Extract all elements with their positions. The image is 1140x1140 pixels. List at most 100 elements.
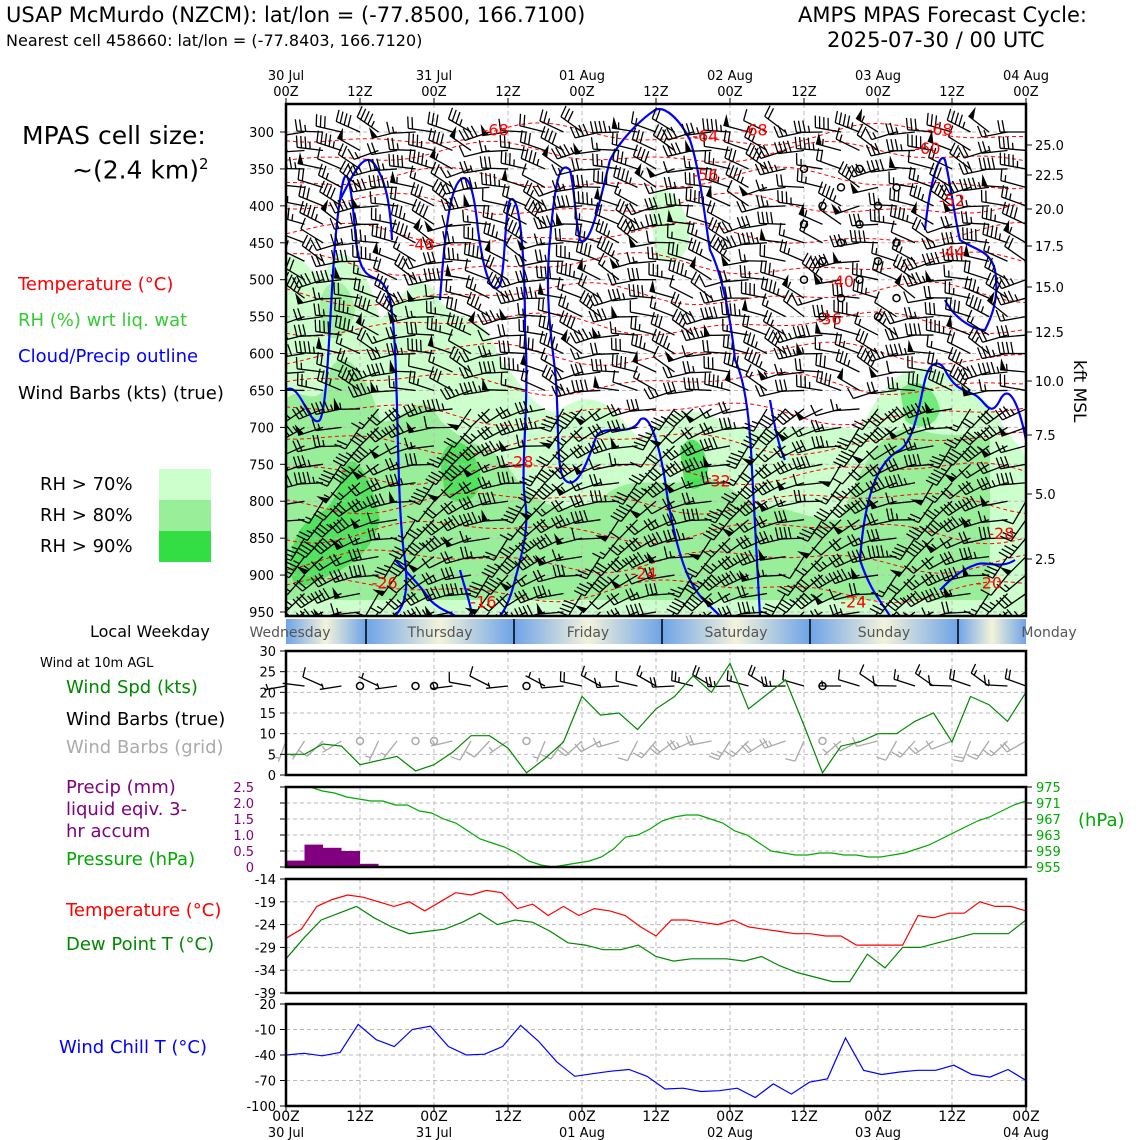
upper-air-wind-barb: [430, 161, 453, 188]
temp-tick-label: -34: [255, 964, 276, 979]
upper-air-wind-barb: [352, 244, 379, 262]
upper-air-wind-barb: [478, 140, 509, 153]
upper-air-wind-barb: [607, 272, 638, 286]
upper-air-wind-barb: [625, 217, 657, 232]
upper-air-wind-barb: [481, 556, 509, 578]
rh-legend-80: RH > 80%: [40, 505, 133, 526]
upper-air-wind-barb: [634, 162, 657, 188]
upper-air-wind-barb: [349, 212, 379, 225]
pressure-line: [286, 786, 1027, 868]
upper-air-wind-barb: [575, 556, 602, 580]
station-title: USAP McMurdo (NZCM): lat/lon = (-77.8500…: [6, 3, 586, 27]
surface-wind-barb: [914, 663, 934, 687]
temp-contour-label: -68: [742, 121, 768, 140]
upper-air-wind-barb: [384, 443, 416, 455]
upper-air-wind-barb: [350, 228, 379, 244]
upper-air-wind-barb: [644, 197, 675, 211]
upper-air-wind-barb: [316, 463, 343, 487]
weekday-label: Local Weekday: [90, 622, 210, 641]
upper-air-wind-barb: [316, 482, 343, 504]
upper-air-wind-barb: [446, 312, 472, 336]
upper-air-wind-barb: [539, 408, 565, 433]
upper-air-wind-barb: [577, 257, 601, 281]
temp-contour-label: -68: [927, 120, 953, 139]
upper-air-wind-barb: [286, 372, 287, 373]
surface-wind-barb-grid: [488, 740, 509, 754]
surface-wind-barb-grid: [785, 740, 805, 762]
nearest-cell-subtitle: Nearest cell 458660: lat/lon = (-77.8403…: [6, 31, 423, 50]
upper-air-wind-barb: [316, 368, 342, 392]
upper-air-wind-barb: [646, 166, 675, 179]
windchill-tick-label: 20: [259, 998, 276, 1013]
upper-air-wind-barb: [588, 473, 620, 487]
temp-contour-label: -40: [828, 272, 854, 291]
pressure-tick-label: 800: [249, 495, 274, 510]
upper-air-wind-barb: [999, 374, 1026, 392]
upper-air-wind-barb: [347, 482, 379, 497]
upper-air-wind-barb: [592, 537, 620, 560]
upper-air-wind-barb: [482, 537, 509, 561]
upper-air-wind-barb: [312, 519, 342, 538]
upper-air-wind-barb: [459, 444, 490, 461]
legend-rh: RH (%) wrt liq. wat: [18, 310, 188, 331]
upper-air-wind-barb: [632, 350, 657, 373]
top-hour-label: 12Z: [643, 85, 669, 100]
surface-wind-barb: [747, 664, 768, 687]
upper-air-wind-barb: [375, 290, 398, 318]
bottom-hour-label: 00Z: [1012, 1109, 1039, 1125]
upper-air-wind-barb: [497, 324, 527, 337]
precip-bar: [323, 847, 342, 867]
upper-air-wind-barb: [286, 371, 305, 374]
temp-contour-label: -28: [988, 524, 1014, 543]
height-tick-label: 5.0: [1035, 488, 1056, 503]
upper-air-wind-barb: [500, 151, 527, 170]
upper-air-wind-barb: [593, 169, 620, 189]
temp-tick-label: -24: [255, 919, 276, 934]
surface-wind-barb-grid: [851, 736, 879, 747]
upper-air-wind-barb: [499, 134, 527, 152]
upper-air-wind-barb: [407, 500, 435, 523]
precip-bar: [341, 851, 360, 867]
rh-legend-70: RH > 70%: [40, 474, 133, 495]
surface-wind-barb: [469, 666, 490, 687]
rh-swatch-80: [159, 500, 211, 531]
upper-air-wind-barb: [466, 291, 490, 318]
upper-air-wind-barb: [629, 445, 657, 468]
top-date-label: 30 Jul: [268, 69, 304, 84]
wind-tick-label: 10: [259, 728, 276, 743]
upper-air-wind-barb: [295, 356, 324, 373]
top-date-label: 31 Jul: [416, 69, 452, 84]
upper-air-wind-barb: [484, 239, 509, 262]
upper-air-wind-barb: [571, 379, 601, 393]
height-axis-label: kft MSL: [1069, 360, 1089, 423]
upper-air-wind-barb: [495, 275, 527, 288]
surface-wind-barb: [358, 672, 379, 687]
upper-air-wind-barb: [518, 319, 546, 336]
upper-air-wind-barb: [297, 152, 324, 170]
upper-air-wind-barb: [478, 360, 509, 375]
upper-air-wind-barb: [556, 260, 583, 281]
upper-air-wind-barb: [286, 556, 306, 579]
upper-air-wind-barb: [649, 279, 675, 299]
upper-air-wind-barb: [339, 160, 361, 188]
bottom-hour-label: 00Z: [272, 1109, 299, 1125]
upper-air-wind-barb: [978, 379, 1008, 392]
top-hour-label: 12Z: [791, 85, 817, 100]
surface-wind-barb: [859, 664, 879, 687]
bottom-hour-label: 00Z: [568, 1109, 595, 1125]
upper-air-wind-barb: [560, 105, 583, 133]
height-tick-label: 17.5: [1035, 240, 1064, 255]
upper-air-wind-barb: [429, 146, 453, 170]
upper-air-wind-barb: [533, 585, 564, 599]
upper-air-wind-barb: [571, 158, 601, 171]
upper-air-wind-barb: [591, 326, 620, 339]
upper-air-wind-barb: [538, 314, 564, 336]
surface-wind-barb-grid: [430, 739, 453, 747]
upper-air-wind-barb: [445, 279, 472, 299]
upper-air-wind-barb: [460, 408, 490, 428]
legend-temp-surface: Temperature (°C): [66, 900, 222, 921]
surface-wind-barb-grid: [708, 740, 731, 761]
upper-air-wind-barb: [330, 482, 361, 501]
upper-air-wind-barb: [520, 146, 546, 170]
